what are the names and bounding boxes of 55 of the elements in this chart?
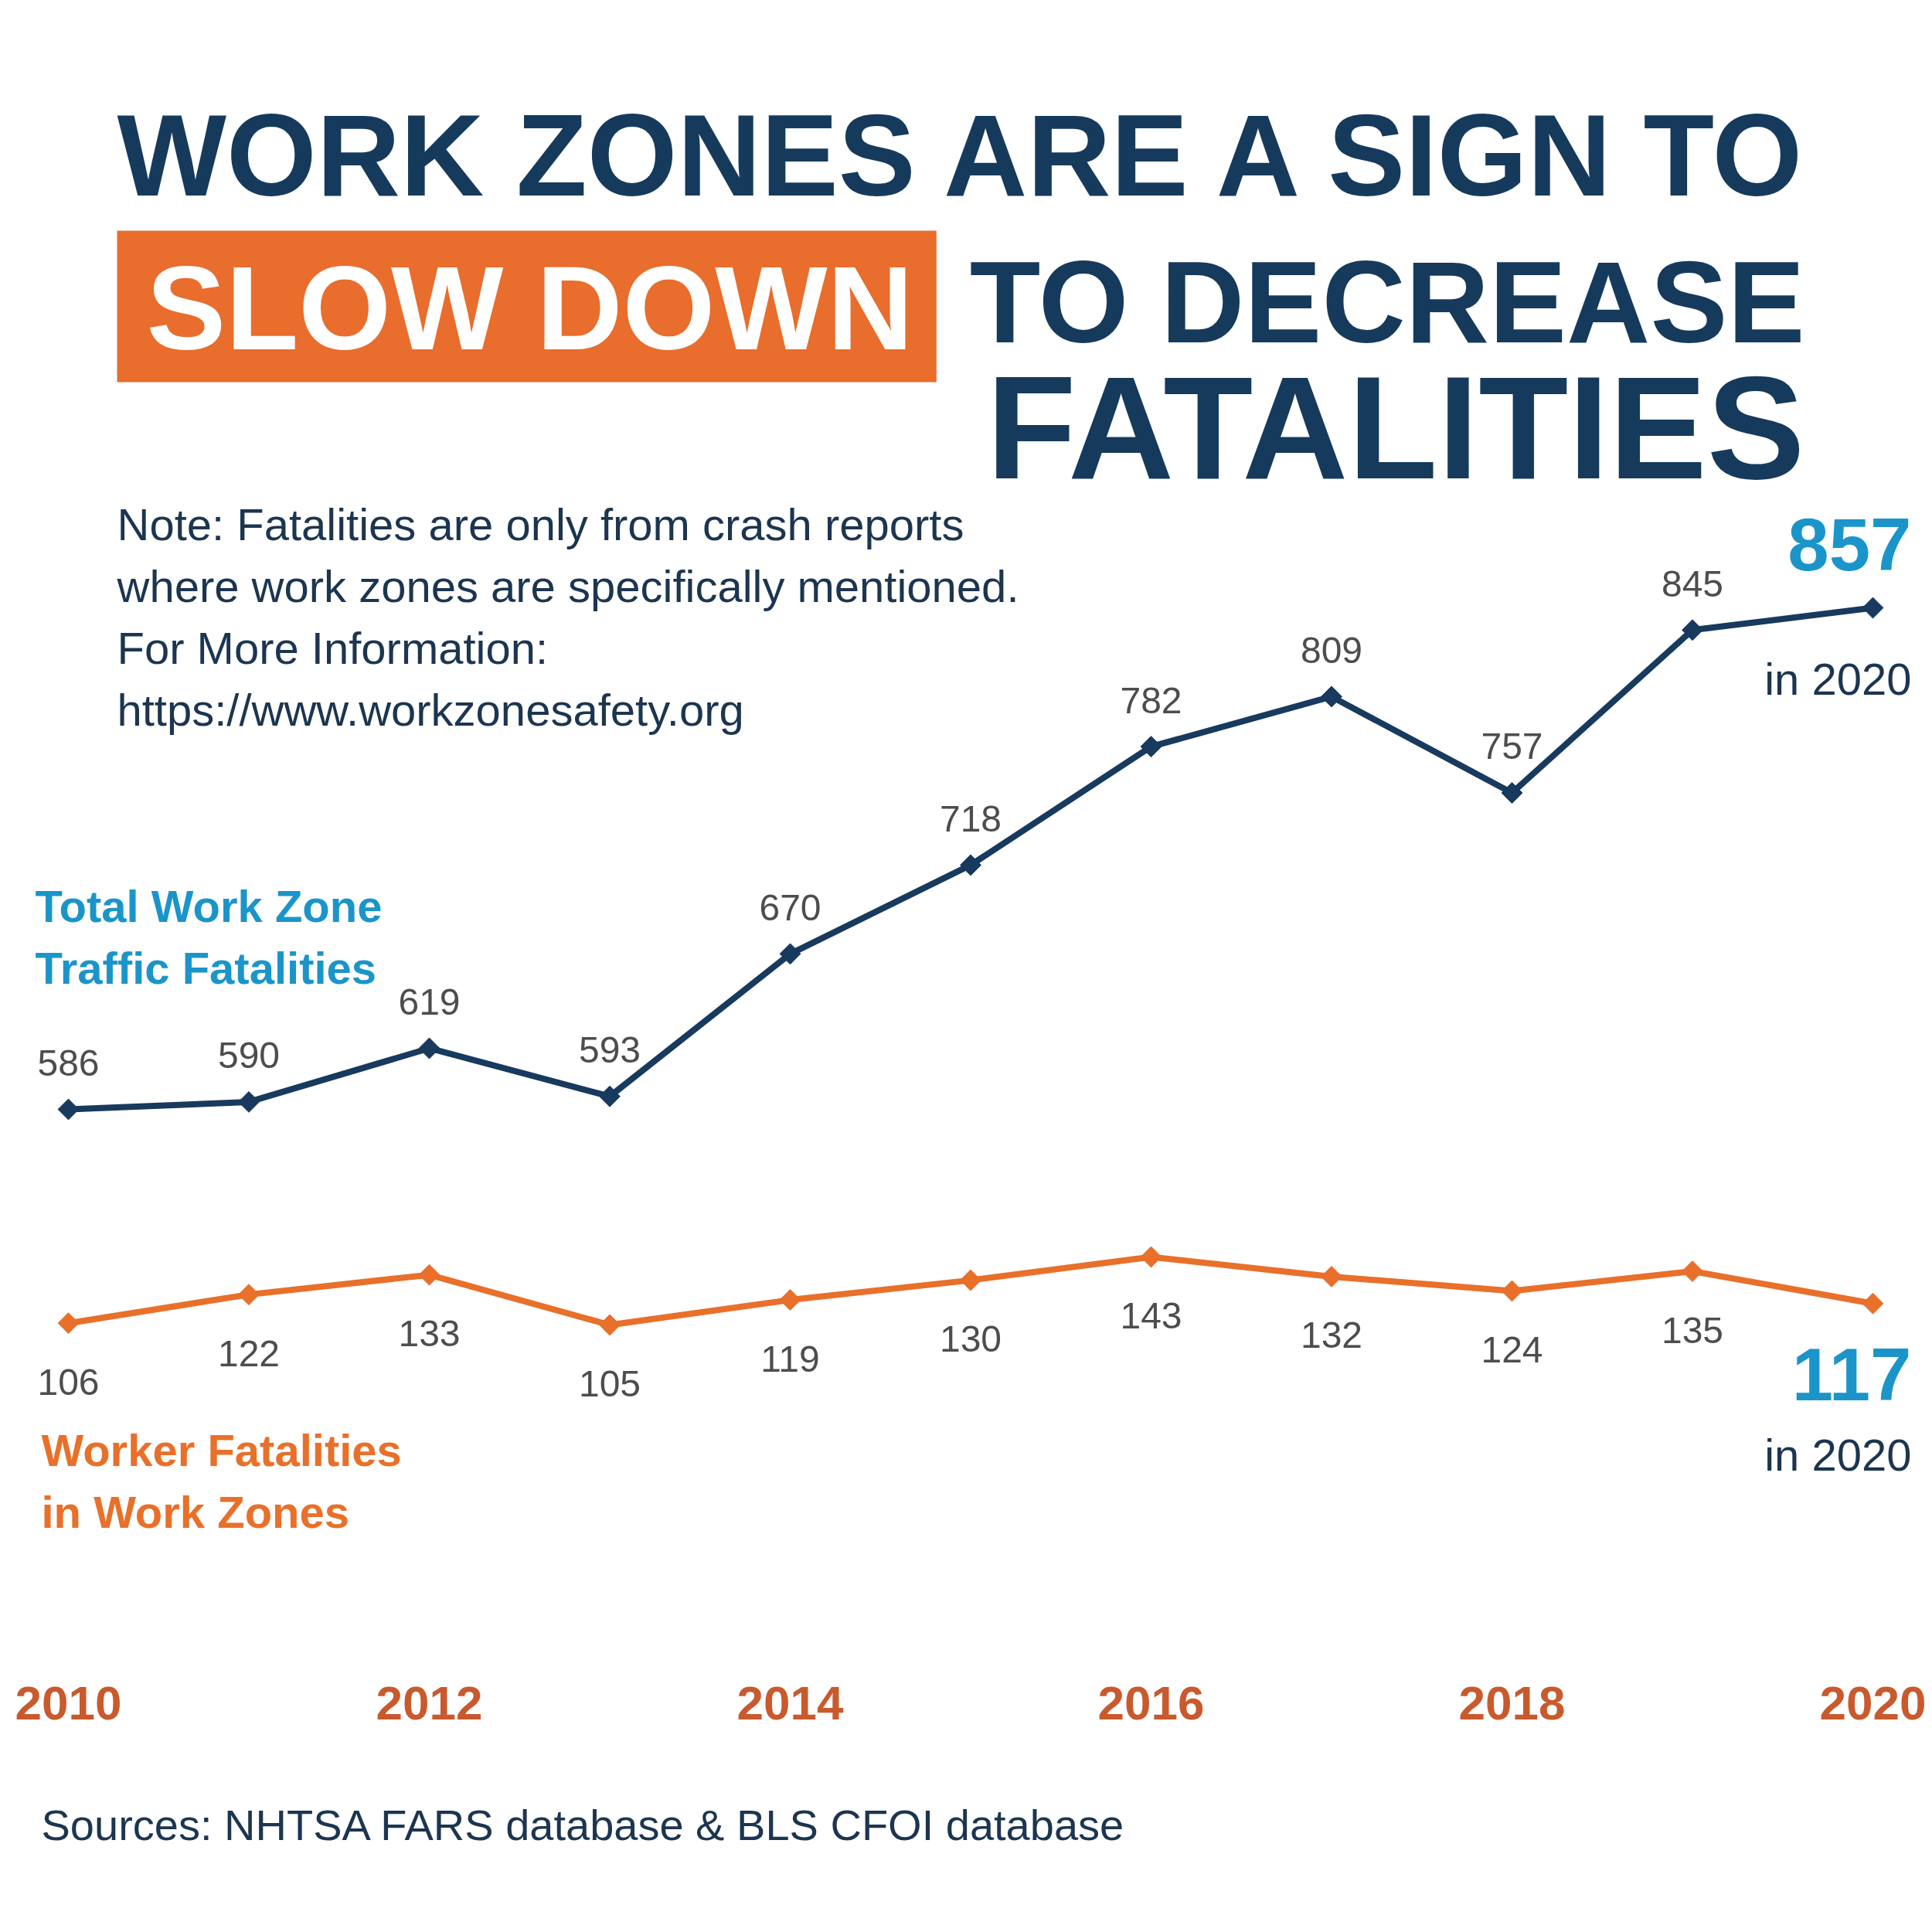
point — [779, 943, 801, 965]
point — [779, 1289, 801, 1311]
point — [238, 1284, 260, 1306]
point — [1682, 619, 1703, 641]
data-label: 782 — [1120, 679, 1182, 721]
data-label: 122 — [217, 1332, 281, 1374]
x-tick-label: 2018 — [1458, 1675, 1566, 1730]
data-label: 593 — [578, 1029, 641, 1071]
data-label: 718 — [939, 798, 1002, 839]
x-tick-label: 2020 — [1819, 1675, 1927, 1730]
point — [1682, 1260, 1703, 1282]
data-label: 590 — [217, 1035, 281, 1077]
point — [418, 1264, 440, 1286]
data-label: 133 — [398, 1313, 461, 1355]
point — [960, 854, 981, 876]
x-tick-label: 2014 — [736, 1675, 844, 1730]
data-label: 670 — [759, 886, 821, 928]
point — [1321, 1266, 1342, 1287]
point — [599, 1314, 621, 1336]
data-label: 105 — [578, 1363, 641, 1404]
data-label: 130 — [939, 1318, 1002, 1360]
data-label: 857 — [1787, 503, 1912, 586]
point — [599, 1085, 621, 1107]
annotation: in 2020 — [1764, 654, 1912, 704]
point — [57, 1312, 80, 1335]
source-note: Sources: NHTSA FARS database & BLS CFOI database — [41, 1800, 1124, 1849]
point — [960, 1269, 981, 1291]
data-label: 124 — [1481, 1329, 1543, 1370]
data-label: 143 — [1120, 1295, 1182, 1336]
data-label: 586 — [37, 1043, 100, 1083]
point — [238, 1090, 260, 1113]
data-label: 619 — [398, 981, 461, 1022]
text: in 2020 — [1764, 1430, 1912, 1481]
text: Worker Fatalities in Work Zones — [41, 1424, 402, 1537]
data-label: 135 — [1661, 1309, 1724, 1351]
x-tick-label: 2016 — [1097, 1675, 1205, 1730]
data-label: 809 — [1300, 629, 1363, 671]
point — [1501, 1280, 1523, 1302]
point — [1501, 782, 1523, 804]
point — [1140, 736, 1162, 758]
data-label: 132 — [1300, 1315, 1363, 1356]
point — [1140, 1246, 1162, 1268]
point — [418, 1037, 440, 1060]
annotation: Note: Fatalities are only from crash reports where work zones are specifically mentioned. For More Information: https://www.workzonesafety.org — [116, 499, 1019, 735]
point — [1862, 597, 1884, 619]
series-label: Total Work Zone Traffic Fatalities — [35, 881, 383, 993]
point — [1321, 685, 1342, 708]
data-label: 845 — [1661, 563, 1724, 604]
x-tick-label: 2012 — [376, 1675, 483, 1730]
point — [1862, 1292, 1884, 1315]
data-label: 757 — [1481, 726, 1543, 767]
data-label: 119 — [760, 1338, 820, 1379]
data-label: 106 — [37, 1361, 100, 1403]
x-tick-label: 2010 — [15, 1675, 122, 1730]
data-label: 117 — [1791, 1333, 1912, 1417]
